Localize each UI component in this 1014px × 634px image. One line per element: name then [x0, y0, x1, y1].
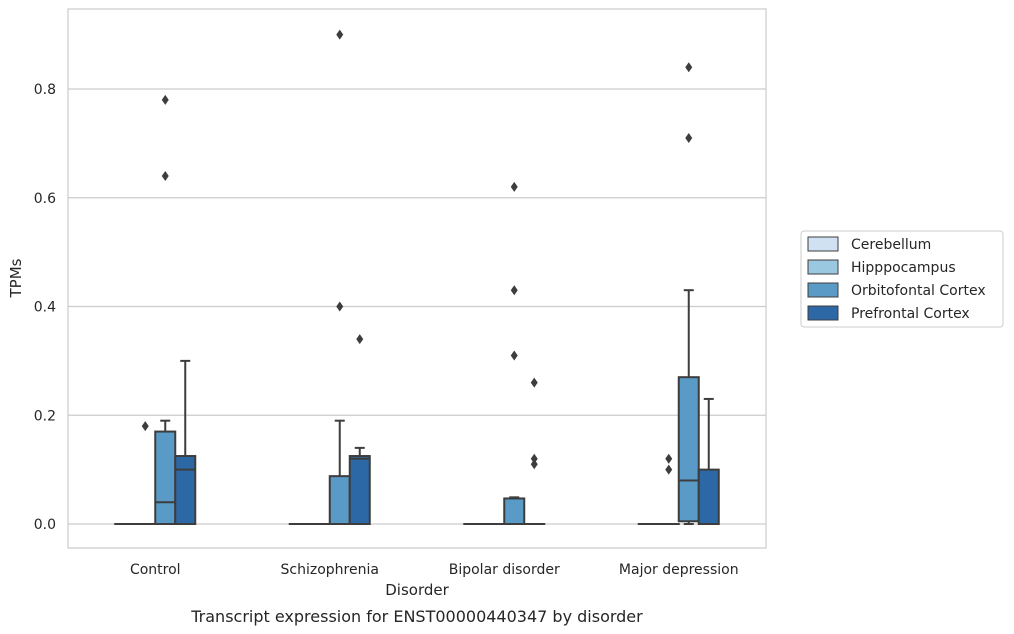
- series-2: [154, 29, 700, 526]
- outlier-point: [685, 62, 693, 73]
- box-body: [677, 376, 700, 523]
- box-mark: [348, 334, 371, 525]
- outlier-point: [530, 377, 538, 388]
- box-mark: [697, 397, 720, 525]
- plot-frame: [67, 8, 767, 549]
- legend: Cerebellum Hipppocampus Orbitofontal Corte…: [800, 230, 1004, 328]
- legend-label: Cerebellum: [851, 237, 931, 253]
- box-mark: [503, 181, 526, 526]
- x-axis-title: Disorder: [385, 581, 449, 599]
- chart-caption: Transcript expression for ENST0000044034…: [190, 607, 643, 626]
- box-body: [174, 455, 197, 525]
- box-mark: [677, 62, 700, 525]
- outlier-point: [665, 453, 673, 464]
- box-body: [503, 497, 526, 526]
- series-1: [134, 421, 680, 526]
- outlier-point: [530, 453, 538, 464]
- box-body: [154, 430, 177, 525]
- box-body: [348, 455, 371, 525]
- box-mark: [154, 94, 177, 525]
- outlier-point: [510, 181, 518, 192]
- y-tick-label: 0.0: [34, 517, 56, 533]
- outlier-point: [141, 421, 149, 432]
- legend-swatch: [807, 259, 839, 275]
- outlier-point: [336, 29, 344, 40]
- legend-label: Orbitofontal Cortex: [851, 283, 986, 299]
- legend-label: Hipppocampus: [851, 260, 956, 276]
- outlier-point: [356, 334, 364, 345]
- y-tick-label: 0.6: [34, 191, 56, 207]
- box-mark: [523, 377, 546, 526]
- box-body: [328, 475, 351, 525]
- box-mark: [174, 359, 197, 525]
- y-tick-label: 0.2: [34, 408, 56, 424]
- box-series: [114, 29, 720, 526]
- y-axis-title: TPMs: [7, 258, 25, 298]
- x-tick-label: Bipolar disorder: [449, 562, 560, 578]
- y-tick-label: 0.4: [34, 300, 56, 316]
- outlier-point: [510, 285, 518, 296]
- box-body: [697, 468, 720, 525]
- outlier-point: [161, 171, 169, 181]
- legend-swatch: [807, 236, 839, 252]
- box-mark: [657, 453, 680, 526]
- y-tick-labels: 0.0 0.2 0.4 0.6 0.8: [34, 82, 56, 533]
- legend-label: Prefrontal Cortex: [851, 306, 970, 322]
- x-tick-label: Schizophrenia: [281, 562, 379, 578]
- outlier-point: [530, 459, 538, 470]
- outlier-point: [510, 350, 518, 361]
- outlier-point: [336, 301, 344, 312]
- outlier-point: [665, 464, 673, 475]
- outlier-point: [161, 94, 169, 105]
- y-tick-label: 0.8: [34, 82, 56, 98]
- legend-box: [800, 230, 1004, 328]
- series-3: [174, 334, 720, 526]
- legend-swatch: [807, 305, 839, 321]
- outlier-point: [685, 132, 693, 143]
- x-tick-labels: Control Schizophrenia Bipolar disorder Majo…: [130, 562, 739, 578]
- legend-swatch: [807, 282, 839, 298]
- x-tick-label: Major depression: [619, 562, 739, 578]
- x-tick-label: Control: [130, 562, 181, 578]
- box-mark: [134, 421, 157, 526]
